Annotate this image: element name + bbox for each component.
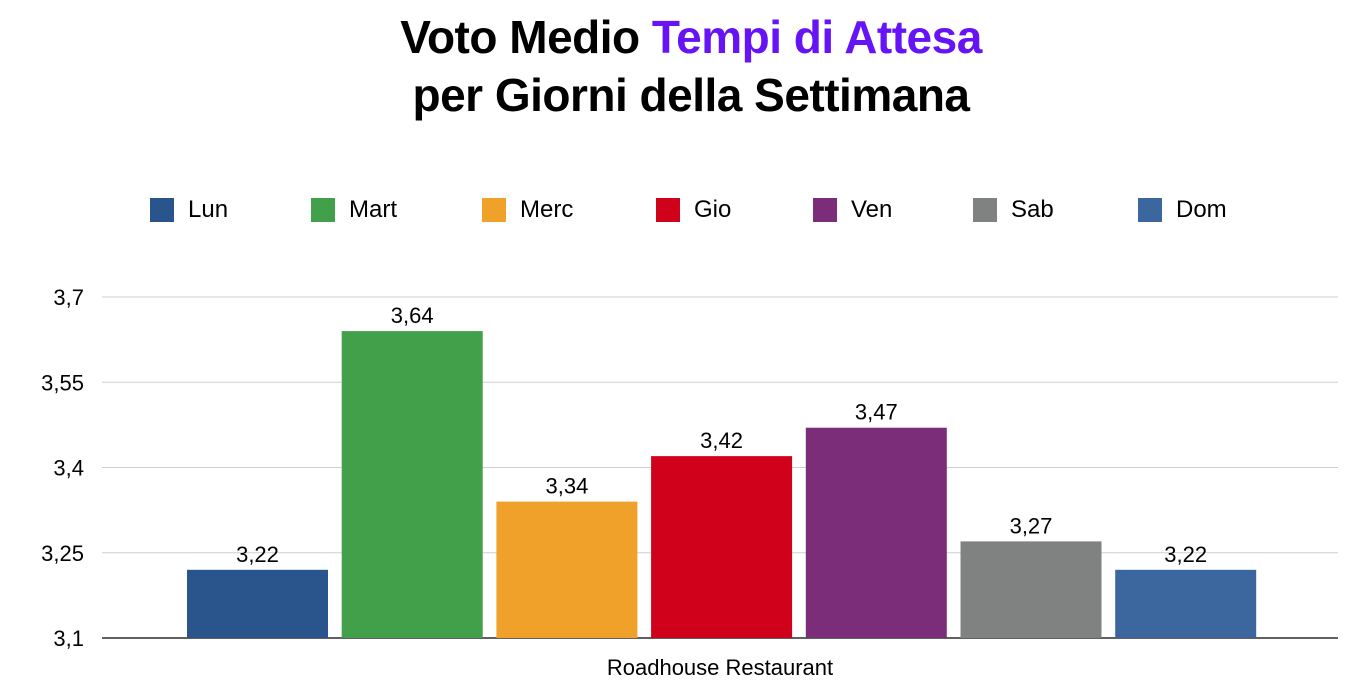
legend-item-ven: Ven <box>813 196 892 224</box>
data-label: 3,27 <box>1010 513 1053 538</box>
bar-sab <box>960 541 1102 638</box>
legend-label: Sab <box>1011 196 1054 223</box>
bar-ven <box>805 427 947 638</box>
legend-label: Merc <box>520 196 574 223</box>
y-tick-label: 3,55 <box>41 370 84 395</box>
chart-title: Voto Medio Tempi di Attesa per Giorni de… <box>0 8 1346 124</box>
data-label: 3,34 <box>545 474 588 499</box>
data-label: 3,64 <box>391 303 434 328</box>
legend-item-lun: Lun <box>150 196 228 224</box>
legend-swatch <box>150 198 174 222</box>
legend-label: Lun <box>188 196 229 223</box>
legend-label: Gio <box>694 196 732 223</box>
y-tick-label: 3,1 <box>53 626 84 651</box>
legend-swatch <box>311 198 335 222</box>
title-line-1: Voto Medio Tempi di Attesa <box>0 8 1346 66</box>
legend-label: Mart <box>349 196 397 223</box>
bar-dom <box>1115 569 1257 638</box>
legend-swatch <box>973 198 997 222</box>
legend-item-dom: Dom <box>1138 196 1227 224</box>
legend-item-sab: Sab <box>973 196 1054 224</box>
legend-swatch <box>1138 198 1162 222</box>
chart-legend: Lun Mart Merc Gio Ven Sab Dom <box>0 196 1346 224</box>
legend-item-gio: Gio <box>656 196 731 224</box>
bar-gio <box>651 456 793 638</box>
bar-merc <box>496 501 638 638</box>
legend-item-merc: Merc <box>482 196 573 224</box>
title-line-2: per Giorni della Settimana <box>412 69 970 121</box>
bar-lun <box>187 569 328 638</box>
legend-item-mart: Mart <box>311 196 397 224</box>
legend-swatch <box>656 198 680 222</box>
title-accent: Tempi di Attesa <box>651 11 982 63</box>
legend-swatch <box>813 198 837 222</box>
data-label: 3,42 <box>700 428 743 453</box>
y-tick-label: 3,4 <box>53 456 84 481</box>
data-label: 3,22 <box>236 542 279 567</box>
title-prefix: Voto Medio <box>400 11 652 63</box>
legend-label: Ven <box>851 196 893 223</box>
legend-swatch <box>482 198 506 222</box>
bar-mart <box>341 331 483 638</box>
data-label: 3,47 <box>855 400 898 425</box>
y-tick-label: 3,25 <box>41 541 84 566</box>
x-category-label: Roadhouse Restaurant <box>607 655 833 680</box>
data-label: 3,22 <box>1164 542 1207 567</box>
legend-label: Dom <box>1176 196 1227 223</box>
y-tick-label: 3,7 <box>53 285 84 310</box>
